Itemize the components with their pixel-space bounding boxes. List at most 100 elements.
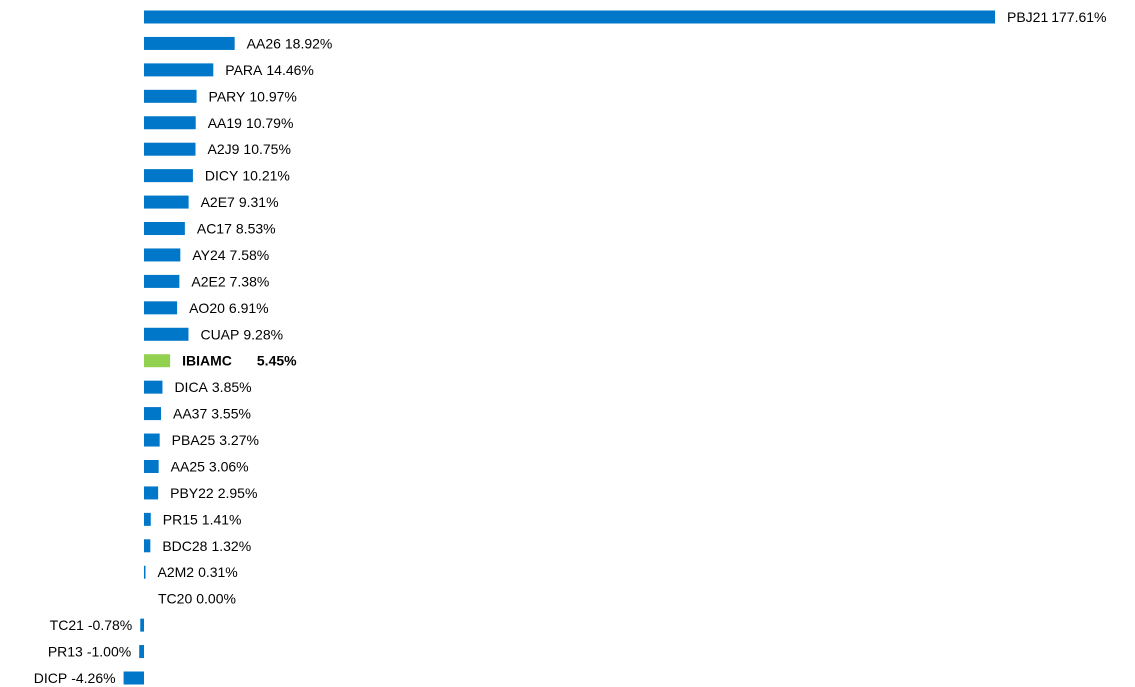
- category-label: AA37: [173, 405, 207, 421]
- bar: [144, 169, 193, 183]
- data-label: PARA 14.46%: [225, 62, 314, 78]
- data-label: PR13 -1.00%: [48, 643, 131, 659]
- value-label: 10.75%: [243, 141, 290, 157]
- category-label: AY24: [192, 247, 225, 263]
- value-label: 1.32%: [211, 538, 251, 554]
- value-label: -1.00%: [87, 643, 131, 659]
- bar: [144, 407, 162, 421]
- category-label: AA25: [171, 458, 205, 474]
- bar: [144, 433, 160, 447]
- bar: [144, 327, 189, 341]
- data-label: DICP -4.26%: [34, 670, 116, 686]
- bar: [144, 222, 185, 236]
- category-label: AA19: [208, 114, 242, 130]
- data-label: TC20 0.00%: [158, 590, 236, 606]
- category-label: A2E2: [191, 273, 225, 289]
- bar: [144, 142, 196, 156]
- data-label: AA37 3.55%: [173, 405, 251, 421]
- data-label: BDC28 1.32%: [162, 538, 251, 554]
- category-label: AC17: [197, 220, 232, 236]
- data-label: TC21 -0.78%: [50, 617, 133, 633]
- data-label: DICA 3.85%: [174, 379, 251, 395]
- category-label: DICP: [34, 670, 67, 686]
- data-label: AA25 3.06%: [171, 458, 249, 474]
- bar: [139, 645, 144, 659]
- bar: [140, 618, 144, 632]
- bar: [144, 539, 151, 553]
- data-label: A2M2 0.31%: [157, 564, 237, 580]
- bar: [144, 274, 180, 288]
- bar: [144, 354, 171, 368]
- value-label: 177.61%: [1051, 9, 1106, 25]
- category-label: IBIAMC: [182, 352, 232, 368]
- value-label: 8.53%: [236, 220, 276, 236]
- value-label: 3.85%: [212, 379, 252, 395]
- data-label: IBIAMC 5.45%: [182, 352, 297, 368]
- data-label: CUAP 9.28%: [200, 326, 283, 342]
- bar: [144, 116, 196, 130]
- category-label: PARY: [209, 88, 246, 104]
- category-label: TC21: [50, 617, 84, 633]
- bar: [144, 486, 159, 500]
- value-label: 3.06%: [209, 458, 249, 474]
- data-label: PBA25 3.27%: [172, 432, 259, 448]
- data-label: AC17 8.53%: [197, 220, 276, 236]
- value-label: 10.21%: [242, 167, 289, 183]
- data-label: AA19 10.79%: [208, 114, 294, 130]
- bar: [123, 671, 144, 685]
- category-label: PARA: [225, 62, 263, 78]
- value-label: -4.26%: [71, 670, 115, 686]
- value-label: 2.95%: [218, 485, 258, 501]
- data-label: AA26 18.92%: [247, 35, 333, 51]
- category-label: DICY: [205, 167, 239, 183]
- value-label: 6.91%: [229, 300, 269, 316]
- data-label: PARY 10.97%: [209, 88, 297, 104]
- bar: [144, 565, 146, 579]
- bar: [144, 380, 163, 394]
- category-label: BDC28: [162, 538, 207, 554]
- category-label: A2E7: [201, 194, 235, 210]
- category-label: AO20: [189, 300, 225, 316]
- category-label: PR15: [163, 511, 198, 527]
- value-label: 3.55%: [211, 405, 251, 421]
- value-label: 10.97%: [249, 88, 296, 104]
- bar: [144, 36, 235, 50]
- category-label: PBJ21: [1007, 9, 1048, 25]
- bar: [144, 512, 151, 526]
- value-label: 18.92%: [285, 35, 332, 51]
- value-label: 5.45%: [257, 352, 297, 368]
- bar: [144, 195, 189, 209]
- category-label: A2M2: [157, 564, 194, 580]
- category-label: TC20: [158, 590, 192, 606]
- category-label: A2J9: [208, 141, 240, 157]
- value-label: 14.46%: [266, 62, 313, 78]
- category-label: PBY22: [170, 485, 214, 501]
- value-label: 7.58%: [230, 247, 270, 263]
- bar: [144, 89, 197, 103]
- bar: [144, 301, 178, 315]
- data-label: PR15 1.41%: [163, 511, 242, 527]
- value-label: 3.27%: [219, 432, 259, 448]
- bar: [144, 248, 181, 262]
- value-label: 0.31%: [198, 564, 238, 580]
- data-label: PBJ21 177.61%: [1007, 9, 1107, 25]
- data-label: DICY 10.21%: [205, 167, 290, 183]
- bar: [144, 63, 214, 77]
- data-label: PBY22 2.95%: [170, 485, 257, 501]
- bar: [144, 10, 995, 24]
- data-label: AO20 6.91%: [189, 300, 269, 316]
- data-label: AY24 7.58%: [192, 247, 269, 263]
- category-label: DICA: [174, 379, 208, 395]
- value-label: 9.28%: [243, 326, 283, 342]
- value-label: 9.31%: [239, 194, 279, 210]
- category-label: PR13: [48, 643, 83, 659]
- data-label: A2E7 9.31%: [201, 194, 279, 210]
- bar: [144, 459, 159, 473]
- value-label: 7.38%: [230, 273, 270, 289]
- value-label: -0.78%: [88, 617, 132, 633]
- category-label: CUAP: [200, 326, 239, 342]
- category-label: AA26: [247, 35, 281, 51]
- data-label: A2J9 10.75%: [208, 141, 291, 157]
- value-label: 1.41%: [202, 511, 242, 527]
